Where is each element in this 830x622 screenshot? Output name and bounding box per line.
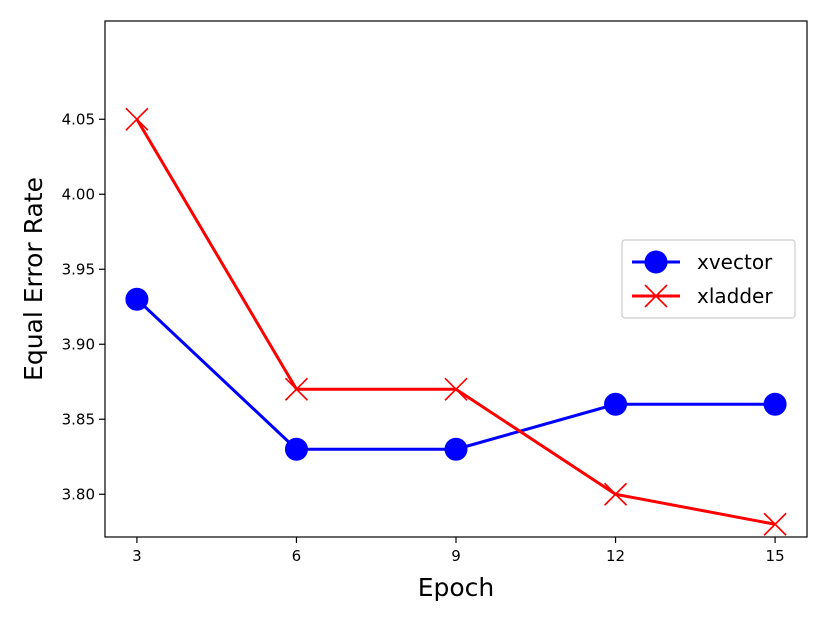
legend-marker-xladder bbox=[644, 284, 668, 308]
x-tick-label-9: 9 bbox=[451, 547, 461, 565]
data-point-xvector-12 bbox=[604, 392, 628, 416]
data-point-xladder-15 bbox=[763, 512, 787, 536]
legend-entry-xladder: xladder bbox=[632, 284, 773, 308]
y-tick-label-4.00: 4.00 bbox=[62, 185, 95, 203]
series-xladder bbox=[125, 107, 787, 536]
x-tick-label-15: 15 bbox=[766, 547, 785, 565]
data-point-xladder-3 bbox=[125, 107, 149, 131]
x-axis-label: Epoch bbox=[418, 573, 495, 602]
x-tick-label-6: 6 bbox=[292, 547, 302, 565]
series-layer bbox=[125, 107, 787, 536]
x-axis-ticks: 3 6 9 12 15 bbox=[132, 537, 785, 565]
y-tick-label-3.95: 3.95 bbox=[62, 260, 95, 278]
data-point-xvector-3 bbox=[125, 287, 149, 311]
data-point-xvector-6 bbox=[284, 437, 308, 461]
plot-frame bbox=[104, 20, 808, 538]
legend: xvector xladder bbox=[621, 239, 796, 319]
y-tick-label-3.80: 3.80 bbox=[62, 485, 95, 503]
data-point-xladder-12 bbox=[603, 482, 628, 506]
y-tick-label-3.90: 3.90 bbox=[62, 335, 95, 353]
data-point-xladder-9 bbox=[444, 377, 468, 401]
x-tick-label-3: 3 bbox=[132, 547, 142, 565]
data-point-xvector-15 bbox=[763, 392, 787, 416]
legend-marker-xvector bbox=[644, 250, 668, 274]
data-point-xvector-9 bbox=[444, 437, 468, 461]
y-tick-label-3.85: 3.85 bbox=[62, 410, 95, 428]
legend-label-xladder: xladder bbox=[697, 284, 773, 308]
y-axis-label: Equal Error Rate bbox=[19, 177, 48, 381]
legend-entry-xvector: xvector bbox=[632, 250, 773, 274]
x-tick-label-12: 12 bbox=[606, 547, 625, 565]
data-point-xladder-6 bbox=[284, 377, 309, 401]
legend-label-xvector: xvector bbox=[697, 250, 773, 274]
y-tick-label-4.05: 4.05 bbox=[62, 110, 95, 128]
y-axis-ticks: 3.80 3.85 3.90 3.95 4.00 4.05 bbox=[62, 110, 105, 503]
series-xvector bbox=[125, 287, 787, 461]
